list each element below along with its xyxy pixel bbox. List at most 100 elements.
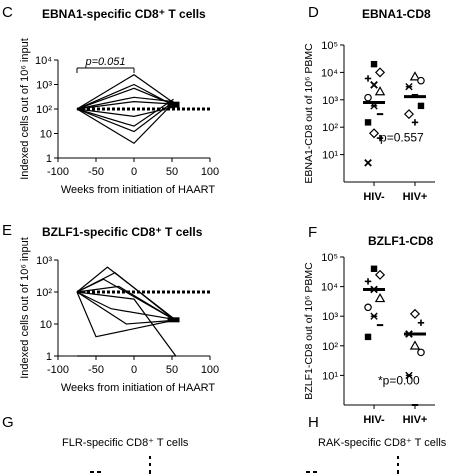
e-series-line-5 <box>76 291 174 320</box>
c-series-line-9 <box>76 106 174 117</box>
c-series-line-7 <box>76 101 174 110</box>
e-y-tick-label: 10² <box>36 287 52 299</box>
d-data-point <box>370 81 378 89</box>
f-data-point-shape <box>374 292 386 303</box>
f-data-point-shape <box>364 333 372 341</box>
c-series-line-1 <box>76 87 174 110</box>
c-y-tick-label: 10⁴ <box>35 55 52 67</box>
f-data-point <box>417 319 425 326</box>
f-data-point-shape <box>405 371 413 380</box>
d-data-point-shape <box>370 81 378 89</box>
e-x-tick-label: 50 <box>166 364 178 376</box>
panel-title-g: FLR-specific CD8⁺ T cells <box>62 437 189 449</box>
e-x-tick-label: -50 <box>88 364 104 376</box>
panel-title-c: EBNA1-specific CD8⁺ T cells <box>42 7 206 21</box>
f-y-tick-label: 10⁴ <box>321 282 338 294</box>
f-data-point-shape <box>409 308 421 319</box>
d-data-point <box>364 159 372 167</box>
d-data-point-shape <box>417 102 425 110</box>
d-y-tick-label: 10⁵ <box>321 40 338 52</box>
g-partial-marks <box>90 456 151 474</box>
d-data-point <box>374 67 386 78</box>
f-data-point <box>417 348 425 357</box>
f-category-label: HIV+ <box>403 414 428 426</box>
d-data-point <box>368 128 380 139</box>
e-series-line-6 <box>76 291 174 325</box>
c-p-value: p=0.051 <box>84 56 125 68</box>
c-x-tick-label: 0 <box>131 166 137 178</box>
d-data-point <box>403 109 415 120</box>
e-y-tick-label: 1 <box>46 351 52 363</box>
f-data-point-shape <box>370 312 378 320</box>
f-data-point <box>409 340 421 350</box>
e-y-tick-label: 10 <box>40 319 52 331</box>
c-series-line-5 <box>76 101 174 133</box>
d-y-tick-label: 10² <box>322 122 338 134</box>
panel-title-e: BZLF1-specific CD8⁺ T cells <box>42 225 203 239</box>
d-data-point <box>411 119 419 126</box>
d-data-point <box>364 75 372 82</box>
panel-title-d: EBNA1-CD8 <box>362 7 431 21</box>
c-x-tick-label: 100 <box>201 166 219 178</box>
panel-title-f: BZLF1-CD8 <box>368 234 434 248</box>
d-data-point <box>376 134 384 142</box>
f-y-tick-label: 10⁵ <box>321 252 338 264</box>
e-x-tick-label: -100 <box>47 364 69 376</box>
d-data-point <box>417 102 425 110</box>
d-data-point <box>409 71 421 81</box>
e-x-tick-label: 0 <box>131 364 137 376</box>
d-data-point <box>417 76 425 85</box>
d-data-point <box>374 86 386 96</box>
d-data-point <box>405 83 413 91</box>
f-data-point <box>364 333 372 341</box>
d-data-point-shape <box>376 113 384 116</box>
c-x-tick-label: 50 <box>166 166 178 178</box>
f-data-point <box>374 292 386 303</box>
e-series-line-4 <box>76 285 174 320</box>
d-data-point-shape <box>370 60 378 68</box>
c-series-line-3 <box>76 96 174 110</box>
panel-letter-h: H <box>308 414 319 431</box>
f-data-point <box>405 371 413 380</box>
f-y-tick-label: 10³ <box>322 311 338 323</box>
f-data-point <box>370 312 378 320</box>
e-series-line-8 <box>76 291 177 357</box>
panel-letter-e: E <box>2 222 13 239</box>
d-data-point-shape <box>364 119 372 126</box>
d-data-point-shape <box>417 76 425 85</box>
d-y-tick-label: 10³ <box>322 95 338 107</box>
e-x-tick-label: 100 <box>201 364 219 376</box>
c-x-tick-label: -100 <box>47 166 69 178</box>
d-y-axis-label: EBNA1-CD8 out of 10⁶ PBMC <box>303 43 315 184</box>
e-series-line-7 <box>76 291 174 338</box>
panel-letter-g: G <box>2 414 14 431</box>
d-data-point <box>376 113 384 116</box>
d-data-point-shape <box>374 67 386 78</box>
c-series-line-6 <box>76 102 174 145</box>
f-data-point-shape <box>376 324 384 327</box>
d-data-point-shape <box>409 71 421 81</box>
c-x-tick-label: -50 <box>88 166 104 178</box>
f-p-value: *p=0.00 <box>378 373 420 387</box>
d-data-point <box>411 93 419 96</box>
c-y-tick-label: 10 <box>40 129 52 141</box>
f-data-point <box>376 324 384 327</box>
panel-letter-c: C <box>2 4 13 21</box>
f-data-point <box>374 269 386 280</box>
f-category-label: HIV- <box>363 414 385 426</box>
d-y-tick-label: 10⁴ <box>321 67 338 79</box>
c-y-axis-label: Indexed cells out of 10⁶ input <box>19 38 31 180</box>
f-data-point <box>411 404 419 406</box>
f-data-point-shape <box>417 348 425 357</box>
c-series-line-2 <box>76 74 174 110</box>
d-category-label: HIV- <box>363 191 385 203</box>
c-y-tick-label: 1 <box>46 153 52 165</box>
d-data-point <box>364 93 372 102</box>
d-data-point-shape <box>364 159 372 167</box>
f-data-point <box>409 308 421 319</box>
f-data-point-shape <box>411 404 419 406</box>
d-data-point-shape <box>403 109 415 120</box>
d-data-point-shape <box>364 93 372 102</box>
